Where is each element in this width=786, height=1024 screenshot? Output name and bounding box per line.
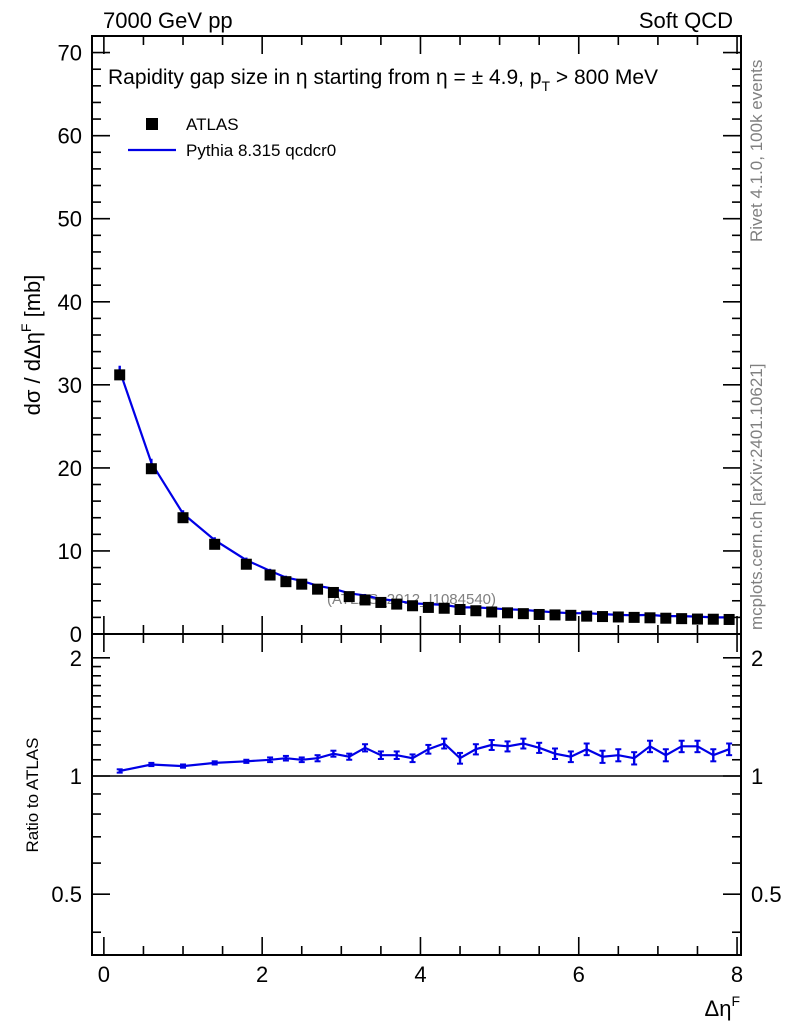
- xlabel-text: Δη: [705, 996, 732, 1021]
- data-point: [549, 609, 561, 621]
- data-point: [565, 609, 577, 621]
- plot-title-tail: > 800 MeV: [550, 66, 658, 89]
- header-right: Soft QCD: [639, 8, 733, 33]
- main-ytick-label: 40: [58, 290, 82, 315]
- main-ylabel-sup: F: [18, 324, 34, 333]
- data-point: [438, 602, 450, 614]
- data-point: [407, 600, 419, 612]
- ratio-xtick-label: 6: [573, 962, 585, 987]
- ratio-ytick-label: 0.5: [51, 882, 82, 907]
- legend-mc-label: Pythia 8.315 qcdcr0: [186, 141, 336, 160]
- data-point: [312, 583, 324, 595]
- main-plot: 0 10 20 30 40 50 60 70: [58, 36, 741, 647]
- data-point: [114, 369, 126, 381]
- data-point: [209, 538, 221, 550]
- ratio-series-line: [119, 742, 730, 773]
- data-point: [454, 603, 466, 615]
- main-ylabel: dσ / dΔηF [mb]: [18, 275, 45, 416]
- ratio-plot: 0.5 0.5 1 1 2 2 0 2 4 6 8: [51, 634, 782, 987]
- data-point: [359, 594, 371, 606]
- ratio-ytick-label: 2: [70, 646, 82, 671]
- data-point: [533, 608, 545, 620]
- main-ytick-label: 10: [58, 539, 82, 564]
- data-point: [240, 558, 252, 570]
- data-point: [644, 612, 656, 624]
- data-point: [517, 608, 529, 620]
- main-ylabel-unit: [mb]: [20, 275, 45, 324]
- data-point: [502, 607, 514, 619]
- ratio-ytick-label: 1: [70, 764, 82, 789]
- plot-title-main: Rapidity gap size in η starting from η =…: [108, 66, 542, 89]
- data-point: [486, 606, 498, 618]
- data-point: [612, 611, 624, 623]
- ratio-xtick-label: 2: [256, 962, 268, 987]
- plot-title: Rapidity gap size in η starting from η =…: [108, 66, 658, 94]
- data-point: [581, 610, 593, 622]
- data-point: [660, 612, 672, 624]
- main-ylabel-text: dσ / dΔη: [20, 332, 45, 415]
- data-point: [264, 569, 276, 581]
- ratio-ytick-label-right: 0.5: [751, 882, 782, 907]
- ratio-ylabel: Ratio to ATLAS: [23, 738, 42, 853]
- ratio-frame: [91, 633, 742, 956]
- data-point: [628, 611, 640, 623]
- data-point: [596, 611, 608, 623]
- data-point: [177, 512, 189, 524]
- plot-title-sub: T: [542, 78, 551, 94]
- data-point: [707, 613, 719, 625]
- data-point: [145, 463, 157, 475]
- main-ytick-label: 30: [58, 373, 82, 398]
- ratio-xtick-label: 4: [414, 962, 426, 987]
- ratio-xtick-label: 8: [731, 962, 743, 987]
- data-point: [723, 613, 735, 625]
- xlabel: ΔηF: [705, 993, 741, 1021]
- legend-data-label: ATLAS: [186, 115, 239, 134]
- data-point: [691, 613, 703, 625]
- legend-data-marker: [146, 118, 158, 130]
- data-point: [391, 598, 403, 610]
- data-point: [470, 605, 482, 617]
- main-ytick-label: 50: [58, 207, 82, 232]
- mcplots-label: mcplots.cern.ch [arXiv:2401.10621]: [747, 364, 766, 630]
- main-ytick-label: 20: [58, 456, 82, 481]
- main-ytick-label: 70: [58, 41, 82, 66]
- ratio-xtick-label: 0: [98, 962, 110, 987]
- data-point: [296, 578, 308, 590]
- data-point: [676, 613, 688, 625]
- data-point: [327, 586, 339, 598]
- ratio-ytick-label-right: 1: [751, 764, 763, 789]
- header-left: 7000 GeV pp: [103, 8, 233, 33]
- data-point: [422, 601, 434, 613]
- data-point: [343, 591, 355, 603]
- ratio-ytick-label-right: 2: [751, 646, 763, 671]
- data-point: [280, 576, 292, 588]
- data-point: [375, 596, 387, 608]
- main-ytick-label: 0: [70, 622, 82, 647]
- main-ytick-label: 60: [58, 124, 82, 149]
- xlabel-sup: F: [731, 993, 740, 1009]
- mc-series-line: [118, 370, 730, 619]
- rivet-label: Rivet 4.1.0, 100k events: [747, 60, 766, 242]
